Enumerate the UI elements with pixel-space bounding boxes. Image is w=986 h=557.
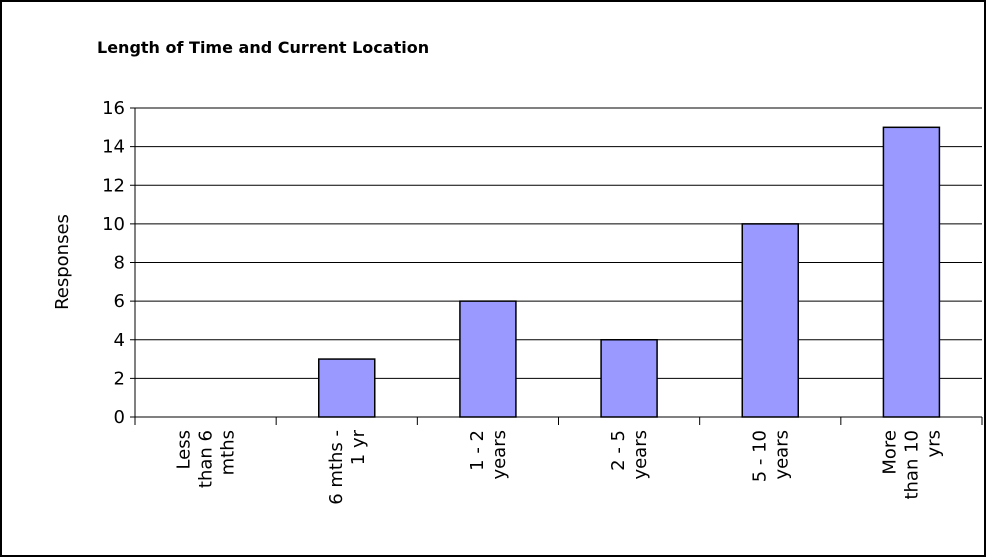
y-tick-label: 6 bbox=[114, 291, 125, 312]
y-tick-label: 14 bbox=[102, 137, 125, 158]
x-tick-label: Morethan 10yrs bbox=[879, 430, 944, 500]
bar bbox=[459, 300, 517, 418]
x-tick-label: 6 mths -1 yr bbox=[326, 429, 369, 504]
chart-title: Length of Time and Current Location bbox=[97, 38, 429, 57]
bar bbox=[600, 339, 658, 418]
x-tick-label: 2 - 5years bbox=[608, 430, 651, 480]
bar bbox=[318, 358, 376, 418]
y-tick-label: 10 bbox=[102, 214, 125, 235]
y-tick-label: 2 bbox=[114, 368, 125, 389]
x-tick-label: Lessthan 6mths bbox=[174, 430, 239, 488]
y-tick-label: 16 bbox=[102, 98, 125, 119]
y-tick-label: 12 bbox=[102, 175, 125, 196]
bar bbox=[741, 223, 799, 418]
y-axis-label: Responses bbox=[52, 214, 73, 310]
x-tick-label: 1 - 2years bbox=[467, 430, 510, 480]
y-tick-label: 0 bbox=[114, 407, 125, 428]
y-tick-label: 4 bbox=[114, 330, 125, 351]
y-tick-label: 8 bbox=[114, 253, 125, 274]
bar bbox=[882, 126, 941, 418]
x-tick-label: 5 - 10years bbox=[749, 430, 792, 482]
